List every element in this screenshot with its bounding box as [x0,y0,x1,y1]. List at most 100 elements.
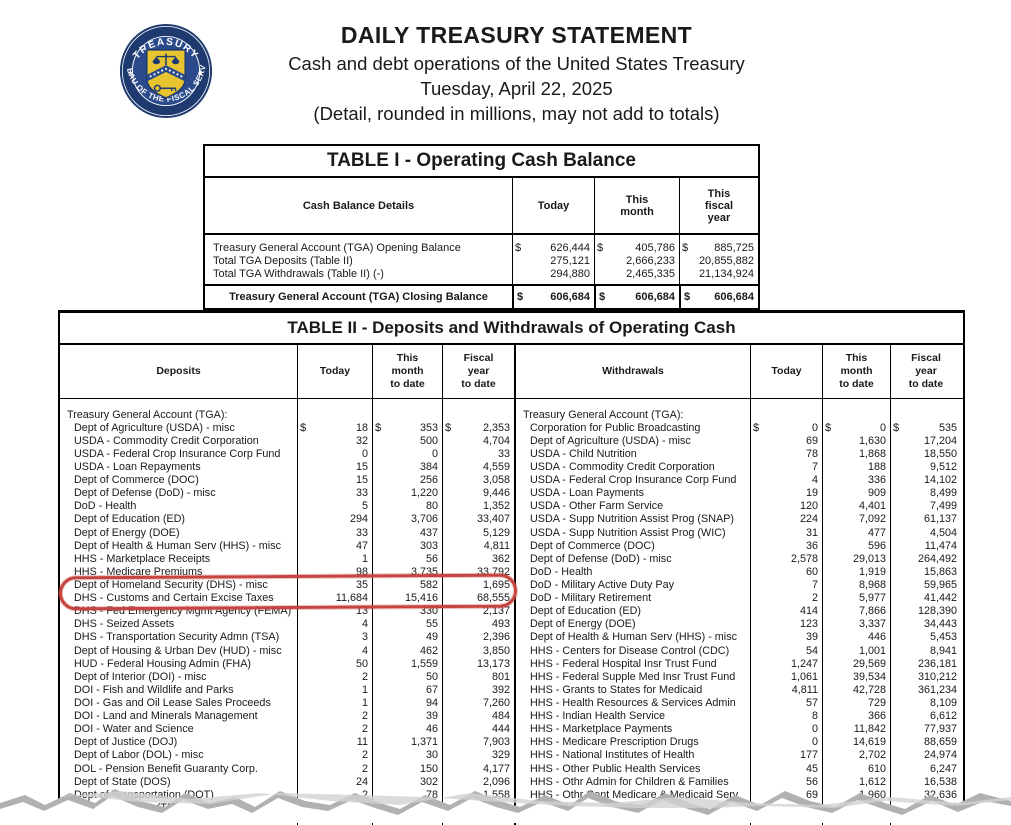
today-value: 2 [361,788,368,801]
today-value: 5 [361,500,368,513]
month-to-date-value: 67 [425,683,438,696]
month-to-date-value: 7,092 [858,513,886,526]
fiscal-year-to-date-value: 3,058 [482,474,510,487]
fiscal-year-to-date-value: 392 [491,683,510,696]
today-value: 0 [811,736,818,749]
today-value: 54 [805,644,818,657]
fiscal-year-to-date-value: 68,555 [476,592,510,605]
table-row: USDA - Loan Payments 19 909 8,499 [516,487,961,500]
month-to-date-value: 729 [867,696,886,709]
table-2-deposits-withdrawals: TABLE II - Deposits and Withdrawals of O… [58,310,965,825]
table-row: Dept of Health & Human Serv (HHS) - misc… [60,539,514,552]
fiscal-year-to-date-value: 8,499 [929,487,957,500]
month-value: 2,465,335 [626,268,675,281]
table-row: DOI - Gas and Oil Lease Sales Proceeds 1… [60,696,514,709]
month-to-date-value: 11,842 [853,723,886,736]
col-withdrawals: Withdrawals [602,364,664,377]
table-row: HHS - Othr Cent Medicare & Medicaid Serv… [516,788,961,801]
table-row: USDA - Federal Crop Insurance Corp Fund … [516,474,961,487]
month-to-date-value: 909 [867,487,886,500]
today-value: 414 [799,605,818,618]
row-label: Dept of Education (ED) [530,605,642,618]
fiscal-year-to-date-value: 4,559 [482,460,510,473]
today-value: 2 [361,723,368,736]
month-to-date-value: 1,630 [858,434,886,447]
fiscal-year-to-date-value: 34,443 [923,618,957,631]
fiscal-year-to-date-value: 33 [497,447,510,460]
row-label: USDA - Loan Payments [530,487,645,500]
month-to-date-value: 55 [425,618,438,631]
row-label: Dept of Education (ED) [74,513,186,526]
dollar-sign: $ [515,241,522,254]
svg-text:★: ★ [128,69,134,77]
table-row: Dept of State (DOS) 24 302 2,096 [60,775,514,788]
today-value: 2 [361,762,368,775]
month-to-date-value: 610 [867,762,886,775]
table-1-closing-row: Treasury General Account (TGA) Closing B… [205,284,758,309]
month-to-date-value: 49 [425,631,438,644]
month-to-date-value: 39,534 [852,670,886,683]
fiscal-year-to-date-value: 33,407 [476,513,510,526]
today-value: 7 [811,460,818,473]
table-row: Dept of Housing & Urban Dev (HUD) - misc… [60,644,514,657]
row-label: Total TGA Deposits (Table II) [213,255,353,268]
fiscal-year-to-date-value: 6,612 [929,710,957,723]
row-label: DOL - Pension Benefit Guaranty Corp. [74,762,258,775]
col-today: Today [750,345,822,398]
today-value: 11 [356,736,368,749]
row-label: Dept of Housing & Urban Dev (HUD) - misc [74,644,282,657]
row-label: HHS - Medicare Premiums [74,565,203,578]
row-label: HHS - Marketplace Payments [530,723,673,736]
today-value: 1,061 [790,670,818,683]
fiscal-year-to-date-value: 15,863 [923,565,957,578]
table-row: DOL - Pension Benefit Guaranty Corp. 2 1… [60,762,514,775]
today-value: 15 [355,460,368,473]
table-row: USDA - Supp Nutrition Assist Prog (SNAP)… [516,513,961,526]
today-value: 39 [805,631,818,644]
month-to-date-value: 366 [867,710,886,723]
table-1-operating-cash-balance: TABLE I - Operating Cash Balance Cash Ba… [203,144,760,311]
row-label: USDA - Federal Crop Insurance Corp Fund [74,447,281,460]
table-row: Dept of Energy (DOE) 33 437 5,129 [60,526,514,539]
today-value: 32 [355,434,368,447]
today-value: 123 [799,618,818,631]
fiscal-year-to-date-value: 1,948 [482,801,510,814]
month-to-date-value: 3,337 [858,618,886,631]
table-row: DHS - Customs and Certain Excise Taxes 1… [60,592,514,605]
month-value: 405,786 [635,241,675,254]
table-row: DHS - Seized Assets 4 55 493 [60,618,514,631]
document-date: Tuesday, April 22, 2025 [420,78,613,99]
fiscal-year-to-date-value: 33,792 [476,565,510,578]
fiscal-year-to-date-value: 7,903 [482,736,510,749]
table-row: DoD - Health 5 80 1,352 [60,500,514,513]
dollar-sign: $ [445,421,452,434]
fiscal-year-to-date-value: 1,352 [482,500,510,513]
month-to-date-value: 256 [419,474,438,487]
fiscal-year-to-date-value: 2,396 [482,631,510,644]
row-label: DHS - Fed Emergency Mgmt Agency (FEMA) [74,605,292,618]
fiscal-year-to-date-value: 4,504 [929,526,957,539]
table-row: Total TGA Withdrawals (Table II) (-) 294… [205,268,758,281]
fiscal-year-to-date-value: 329 [491,749,510,762]
column-divider [594,235,595,285]
today-value: 60 [805,565,818,578]
row-label: Dept of Commerce (DOC) [74,474,199,487]
month-to-date-value: 1,371 [410,736,438,749]
month-to-date-value: 384 [419,460,438,473]
table-row: Corporation for Public Broadcasting $0 $… [516,421,961,434]
dollar-sign: $ [597,241,604,254]
row-label: USDA - Supp Nutrition Assist Prog (WIC) [530,526,726,539]
today-value: 4,811 [791,683,818,696]
closing-balance-label: Treasury General Account (TGA) Closing B… [229,291,488,304]
table-row: Dept of Agriculture (USDA) - misc $18 $3… [60,421,514,434]
col-today: Today [297,345,372,398]
today-value: 4 [811,474,818,487]
center-divider [514,345,516,398]
fiscal-year-to-date-value: 4,704 [482,434,510,447]
row-label: DHS - Customs and Certain Excise Taxes [74,592,274,605]
col-cash-balance-details: Cash Balance Details [302,199,415,212]
today-value: 0 [811,723,818,736]
row-label: USDA - Other Farm Service [530,500,664,513]
today-value: 45 [805,762,818,775]
table-row: USDA - Commodity Credit Corporation 32 5… [60,434,514,447]
